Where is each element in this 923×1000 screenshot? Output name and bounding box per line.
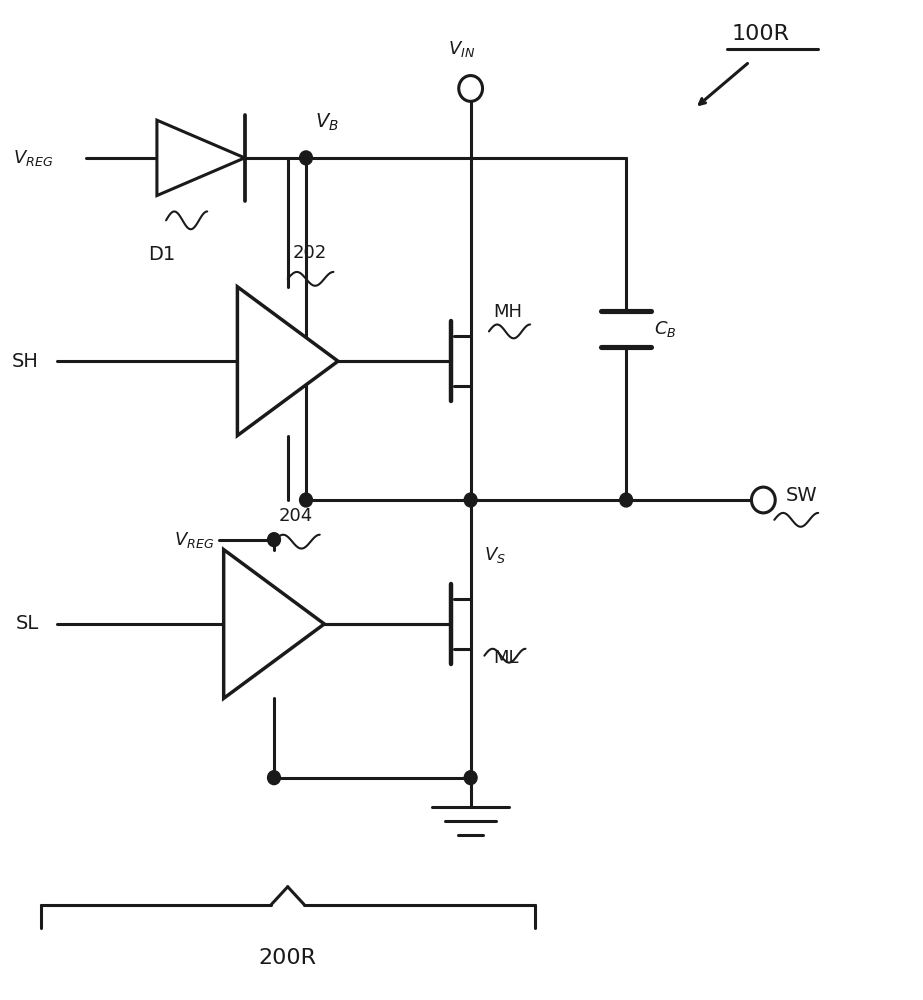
Text: 204: 204 [279,507,313,525]
Text: 202: 202 [293,244,327,262]
Text: SW: SW [786,486,818,505]
Text: $V_{REG}$: $V_{REG}$ [174,530,214,550]
Text: 100R: 100R [731,24,789,44]
Text: ML: ML [494,649,519,667]
Text: MH: MH [494,303,522,321]
Text: SH: SH [12,352,39,371]
Circle shape [268,533,281,547]
Text: $V_S$: $V_S$ [485,545,507,565]
Circle shape [268,771,281,785]
Text: SL: SL [16,614,39,633]
Circle shape [459,76,483,101]
Text: 200R: 200R [258,948,317,968]
Text: $V_{REG}$: $V_{REG}$ [13,148,54,168]
Polygon shape [237,287,338,436]
Circle shape [300,151,312,165]
Text: $V_{IN}$: $V_{IN}$ [448,39,475,59]
Circle shape [751,487,775,513]
Text: $C_B$: $C_B$ [653,319,676,339]
Text: D1: D1 [148,245,175,264]
Circle shape [619,493,632,507]
Circle shape [300,493,312,507]
Text: $V_B$: $V_B$ [315,112,339,133]
Polygon shape [223,550,324,698]
Polygon shape [157,120,245,196]
Circle shape [464,493,477,507]
Circle shape [464,771,477,785]
